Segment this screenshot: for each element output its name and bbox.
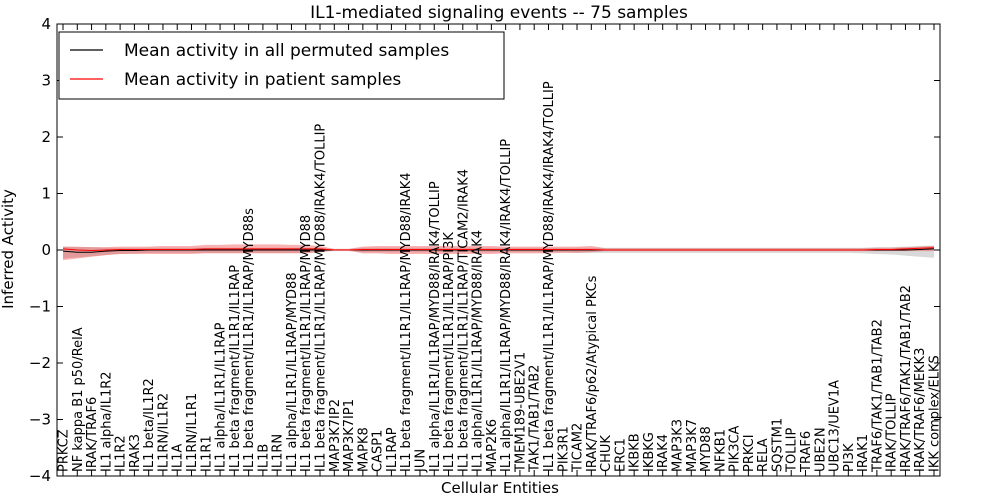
x-tick-label: IL1 alpha/IL1R1/IL1RAP [214,322,229,472]
x-tick-label: IL1 alpha/IL1R2 [99,371,114,472]
x-tick-label: IKBKB [628,433,643,472]
legend-box [58,31,505,100]
x-tick-label: IKBKG [642,432,657,472]
x-tick-label: PRKCZ [57,429,72,472]
x-tick-label: NFKB1 [713,429,728,472]
series-lines [62,247,935,253]
x-tick-label: IRAK3 [128,434,143,472]
x-tick-label: IRAK/TRAF6/p62/Atypical PKCs [585,275,600,472]
plot-frame [56,23,941,477]
x-axis-label: Cellular Entities [441,479,559,497]
x-tick-label: IL1RAP [385,427,400,472]
y-tick-label: −4 [29,467,51,485]
legend: Mean activity in all permuted samples Me… [58,31,505,100]
x-tick-label: PI3K [842,443,857,472]
x-tick-label: MAP2K6 [485,419,500,472]
y-tick-label: 1 [41,185,51,203]
y-tick-label: −3 [29,411,51,429]
x-tick-label: IRAK/TRAF6/TAK1/TAB1/TAB2 [899,285,914,472]
y-tick-label: 0 [41,241,51,259]
y-axis: −4 −3 −2 −1 0 1 2 3 4 [29,15,940,485]
x-tick-label: IL1 beta fragment/IL1R1/IL1RAP/MYD88 [299,215,314,472]
x-tick-label: ERC1 [613,438,628,472]
x-tick-label: IL1 alpha/IL1R1/IL1RAP/MYD88/IRAK4 [471,230,486,472]
x-tick-label: PIK3R1 [556,426,571,472]
x-tick-label: IRAK/TRAF6/MEKK3 [913,348,928,472]
y-tick-label: −1 [29,298,51,316]
x-tick-label: IL1 alpha/IL1R1/IL1RAP/MYD88 [285,272,300,472]
x-tick-label: IL1RN [271,434,286,472]
x-tick-label: IL1 beta fragment/IL1R1/IL1RAP/MYD88s [242,208,257,472]
x-tick-label: MYD88 [699,426,714,472]
x-tick-label: UBC13/UEV1A [828,380,843,472]
x-tick-label: IL1 alpha/IL1R1/IL1RAP/MYD88/IRAK4/TOLLI… [428,181,443,472]
x-tick-label: IL1RN/IL1R1 [185,393,200,472]
y-tick-label: 4 [41,15,51,33]
x-tick-label: IL1 alpha/IL1R1/IL1RAP/MYD88/IRAK4/IRAK4… [499,139,514,472]
x-tick-label: RELA [756,438,771,472]
x-tick-label: IL1 beta fragment/IL1R1/IL1RAP/PI3K [442,232,457,472]
x-tick-label: IL1A [171,444,186,472]
x-tick-label: IL1 beta fragment/IL1R1/IL1RAP/MYD88/IRA… [314,124,329,472]
x-tick-label: TOLLIP [785,428,800,473]
x-tick-label: IL1 beta fragment/IL1R1/IL1RAP [228,265,243,472]
x-tick-label: UBE2N [813,427,828,472]
x-tick-label: MAP3K7 [685,419,700,472]
x-tick-label: IKK complex/ELKS [928,355,943,472]
x-tick-label: IRAK/TOLLIP [885,393,900,472]
x-tick-label: TICAM2 [571,423,586,473]
x-tick-label: IL1 beta fragment/IL1R1/IL1RAP/TICAM2/IR… [456,169,471,472]
y-tick-label: −2 [29,354,51,372]
x-tick-label: CASP1 [371,430,386,472]
x-tick-label: IL1 beta/IL1R2 [142,378,157,472]
x-tick-label: PRKCI [742,434,757,472]
x-tick-label: IRAK/TRAF6 [85,397,100,472]
y-tick-label: 2 [41,128,51,146]
x-tick-label: PIK3CA [728,425,743,472]
x-tick-label: IL1RN/IL1R2 [156,393,171,472]
x-tick-label: TRAF6 [799,431,814,473]
x-tick-label: IL1B [256,444,271,472]
y-tick-label: 3 [41,72,51,90]
x-tick-label: IRAK4 [656,434,671,472]
x-tick-label: IL1R1 [199,435,214,472]
x-tick-label: IL1R2 [114,435,129,472]
x-tick-label: NF kappa B1 p50/RelA [71,327,86,472]
x-tick-label: IRAK1 [856,434,871,472]
chart-title: IL1-mediated signaling events -- 75 samp… [310,3,688,23]
y-axis-label: Inferred Activity [0,189,17,309]
x-tick-label: TMEM189-UBE2V1 [513,352,528,473]
x-tick-label: IL1 beta fragment/IL1R1/IL1RAP/MYD88/IRA… [399,172,414,472]
legend-label-patient: Mean activity in patient samples [124,70,401,90]
x-axis: PRKCZ NF kappa B1 p50/RelA IRAK/TRAF6 IL1 a… [57,24,943,476]
x-tick-label: IL1 beta fragment/IL1R1/IL1RAP/MYD88/IRA… [542,81,557,472]
legend-label-permuted: Mean activity in all permuted samples [124,41,449,61]
x-tick-label: MAP3K7IP2 [328,399,343,472]
x-tick-label: JUN [413,449,428,473]
x-tick-label: MAP3K7IP1 [342,399,357,472]
x-tick-label: TAK1/TAB1/TAB2 [528,365,543,473]
x-tick-label: MAP3K3 [670,419,685,472]
x-tick-label: CHUK [599,435,614,472]
line-series-1 [62,247,935,252]
x-tick-label: TRAF6/TAK1/TAB1/TAB2 [870,319,885,473]
band-series-1 [63,244,934,261]
x-tick-label: MAPK8 [356,427,371,472]
x-tick-label: SQSTM1 [770,418,785,472]
